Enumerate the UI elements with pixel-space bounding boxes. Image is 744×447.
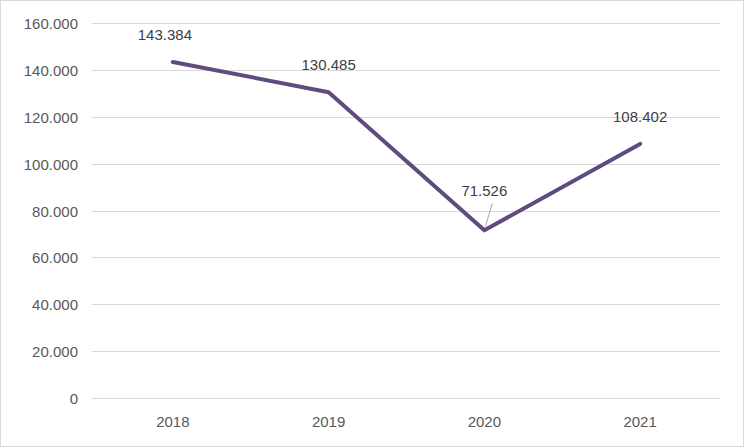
grid-line: [92, 70, 720, 71]
y-tick-label: 40.000: [32, 296, 78, 313]
data-labels: 143.384 130.485 71.526 108.402: [138, 26, 667, 226]
data-label: 71.526: [461, 182, 507, 199]
x-tick-label: 2019: [312, 413, 345, 430]
y-tick-label: 0: [70, 390, 78, 407]
chart-border: [1, 1, 744, 447]
plot-area: [173, 62, 640, 230]
x-tick-label: 2018: [156, 413, 189, 430]
data-label: 108.402: [613, 108, 667, 125]
x-axis: 2018 2019 2020 2021: [156, 413, 657, 430]
data-label: 143.384: [138, 26, 192, 43]
x-tick-label: 2020: [468, 413, 501, 430]
y-tick-label: 120.000: [24, 109, 78, 126]
grid-line: [92, 211, 720, 212]
y-tick-label: 160.000: [24, 15, 78, 32]
grid-line: [92, 257, 720, 258]
grid-line: [92, 23, 720, 24]
y-tick-label: 80.000: [32, 203, 78, 220]
grid-line: [92, 398, 720, 399]
line-series: [173, 62, 640, 230]
grid-line: [92, 351, 720, 352]
y-tick-label: 140.000: [24, 62, 78, 79]
y-tick-label: 20.000: [32, 343, 78, 360]
chart: 0 20.000 40.000 60.000 80.000 100.000 120.000 1…: [0, 0, 744, 447]
y-tick-label: 60.000: [32, 249, 78, 266]
leader-line: [485, 203, 492, 226]
x-tick-label: 2021: [623, 413, 656, 430]
grid-line: [92, 304, 720, 305]
grid-line: [92, 164, 720, 165]
data-label: 130.485: [302, 56, 356, 73]
y-axis: 0 20.000 40.000 60.000 80.000 100.000 120.000 1…: [24, 15, 720, 407]
y-tick-label: 100.000: [24, 156, 78, 173]
